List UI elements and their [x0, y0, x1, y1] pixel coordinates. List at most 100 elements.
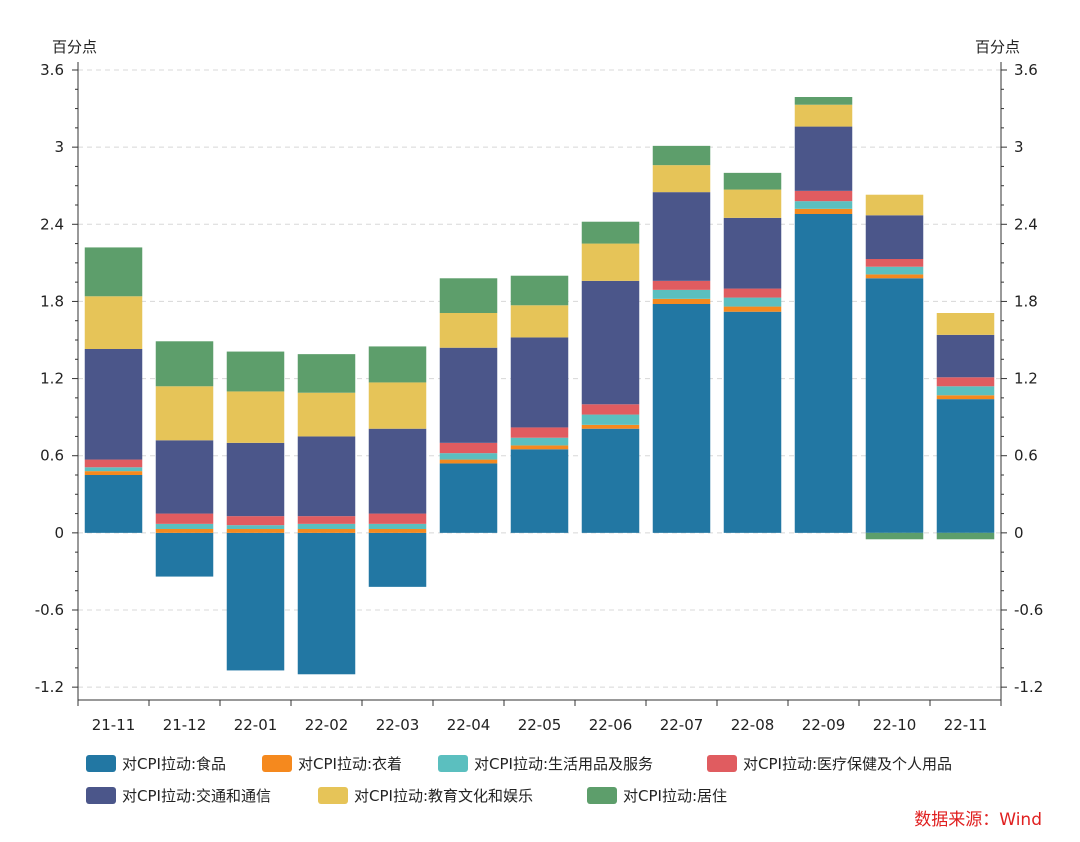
bar-segment [723, 306, 782, 312]
bar-segment [581, 243, 640, 281]
x-tick-label: 22-08 [731, 716, 775, 734]
left-y-ticks: -1.2 -0.6 0 0.6 1.2 1.8 2.4 3 3.6 [35, 61, 78, 696]
legend-label: 对CPI拉动:交通和通信 [122, 787, 271, 805]
legend-label: 对CPI拉动:教育文化和娱乐 [354, 787, 533, 805]
bar-segment [439, 453, 498, 460]
left-y-tick-label: 0.6 [40, 447, 64, 465]
x-tick-label: 22-09 [802, 716, 846, 734]
bar-segment [794, 190, 853, 202]
axes [77, 62, 1002, 701]
bar-segment [297, 529, 356, 533]
bar-segment [439, 463, 498, 533]
bar-segment [368, 523, 427, 529]
right-unit-label: 百分点 [975, 38, 1020, 56]
bar-segment [581, 280, 640, 405]
left-y-tick-label: 0 [54, 524, 64, 542]
bar-segment [84, 296, 143, 349]
left-y-tick-label: 3.6 [40, 61, 64, 79]
bar-segment [581, 404, 640, 415]
bar-segment [297, 354, 356, 393]
x-tick-label: 22-04 [447, 716, 491, 734]
bar-segment [794, 208, 853, 214]
bar-segment [226, 351, 285, 392]
right-y-tick-label: 3.6 [1014, 61, 1038, 79]
legend-swatch [438, 755, 468, 772]
bar-segment [723, 172, 782, 190]
bar-segment [723, 288, 782, 298]
left-y-tick-label: 2.4 [40, 215, 64, 233]
right-y-tick-label: -1.2 [1014, 678, 1043, 696]
bar-segment [226, 391, 285, 443]
bar-segment [794, 126, 853, 191]
legend-swatch [318, 787, 348, 804]
x-tick-label: 22-10 [873, 716, 917, 734]
legend-label: 对CPI拉动:食品 [122, 755, 226, 773]
legend-swatch [86, 787, 116, 804]
bar-segment [368, 513, 427, 524]
bar-segment [936, 399, 995, 533]
bar-segment [936, 313, 995, 335]
bar-segment [439, 442, 498, 454]
legend-swatch [587, 787, 617, 804]
bar-segment [652, 192, 711, 281]
x-tick-label: 21-11 [92, 716, 136, 734]
legend: 对CPI拉动:食品 对CPI拉动:衣着 对CPI拉动:生活用品及服务 对CPI拉动:医… [86, 755, 952, 805]
bar-segment [936, 377, 995, 387]
x-tick-label: 22-05 [518, 716, 562, 734]
bar-segment [865, 266, 924, 275]
left-y-tick-label: -0.6 [35, 601, 64, 619]
bar-segment [439, 347, 498, 443]
bar-segment [936, 395, 995, 400]
bar-segment [652, 298, 711, 304]
right-y-ticks: -1.2 -0.6 0 0.6 1.2 1.8 2.4 3 3.6 [1001, 61, 1043, 696]
right-y-tick-label: 2.4 [1014, 215, 1038, 233]
bar-segment [652, 165, 711, 193]
bar-segment [155, 386, 214, 441]
legend-label: 对CPI拉动:生活用品及服务 [474, 755, 653, 773]
bar-segment [723, 297, 782, 307]
bar-segment [723, 311, 782, 533]
bar-segment [936, 334, 995, 378]
bar-segment [297, 436, 356, 517]
bar-segment [226, 442, 285, 517]
bar-segment [510, 275, 569, 306]
bar-segment [155, 529, 214, 533]
x-tick-label: 22-07 [660, 716, 704, 734]
bar-segment [581, 424, 640, 429]
bar-segment [581, 221, 640, 244]
bar-segment [794, 201, 853, 209]
bar-segment [226, 532, 285, 671]
bar-segment [794, 97, 853, 105]
right-y-tick-label: 0 [1014, 524, 1024, 542]
bar-segment [865, 194, 924, 216]
x-tick-label: 22-01 [234, 716, 278, 734]
bar-segment [510, 445, 569, 450]
bar-segment [510, 437, 569, 446]
bars [84, 97, 995, 675]
bar-segment [581, 414, 640, 425]
bar-segment [794, 214, 853, 533]
x-tick-label: 22-11 [944, 716, 988, 734]
bar-segment [368, 529, 427, 533]
x-tick-label: 22-06 [589, 716, 633, 734]
bar-segment [226, 516, 285, 526]
bar-segment [936, 386, 995, 396]
bar-segment [865, 259, 924, 267]
bar-segment [865, 532, 924, 540]
bar-segment [723, 189, 782, 218]
bar-segment [652, 304, 711, 533]
x-tick-label: 22-03 [376, 716, 420, 734]
bar-segment [439, 278, 498, 313]
bar-segment [84, 475, 143, 533]
right-y-tick-label: 0.6 [1014, 447, 1038, 465]
bar-segment [510, 305, 569, 338]
bar-segment [368, 346, 427, 383]
legend-label: 对CPI拉动:医疗保健及个人用品 [743, 755, 952, 773]
bar-segment [84, 349, 143, 460]
bar-segment [297, 532, 356, 675]
bar-segment [581, 428, 640, 533]
bar-segment [368, 532, 427, 587]
legend-label: 对CPI拉动:居住 [623, 787, 727, 805]
bar-segment [84, 459, 143, 468]
